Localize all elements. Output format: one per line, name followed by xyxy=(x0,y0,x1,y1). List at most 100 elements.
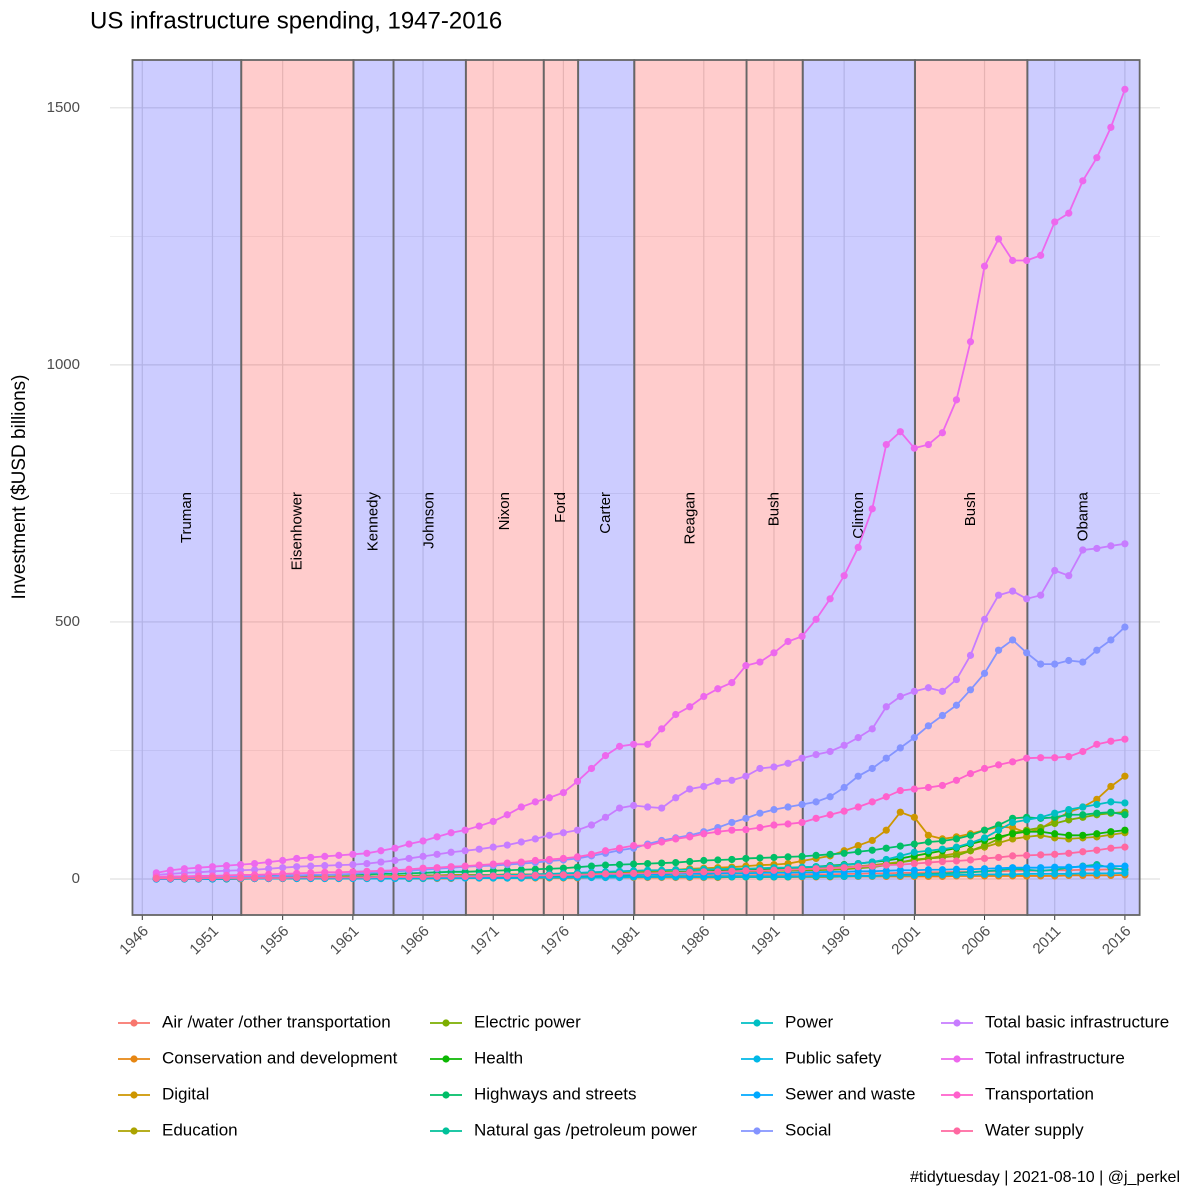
data-point xyxy=(615,804,624,812)
term-label: Obama xyxy=(1074,491,1091,541)
data-point xyxy=(461,847,469,855)
data-point xyxy=(1009,758,1017,766)
data-point xyxy=(1093,869,1101,877)
data-point xyxy=(1093,830,1101,838)
data-point xyxy=(980,262,989,270)
data-point xyxy=(1093,646,1101,654)
data-point xyxy=(531,835,539,843)
data-point xyxy=(517,838,525,846)
data-point xyxy=(700,692,708,701)
data-point xyxy=(742,814,750,822)
data-point xyxy=(882,703,890,711)
data-point xyxy=(615,861,624,869)
term-label: Johnson xyxy=(421,492,438,549)
data-point xyxy=(952,675,961,684)
data-point xyxy=(728,867,736,875)
data-point xyxy=(1051,870,1059,878)
data-point xyxy=(910,848,918,856)
data-point xyxy=(349,873,357,882)
data-point xyxy=(882,793,890,801)
data-point xyxy=(1065,806,1073,814)
data-point xyxy=(770,763,778,771)
data-point xyxy=(1037,828,1045,836)
data-point xyxy=(250,874,259,882)
data-point xyxy=(840,783,848,792)
data-point xyxy=(854,841,862,850)
data-point xyxy=(601,861,610,869)
data-point xyxy=(573,871,582,879)
data-point xyxy=(980,669,989,677)
data-point xyxy=(868,836,876,845)
series-line xyxy=(156,88,1126,874)
data-point xyxy=(798,632,806,640)
data-point xyxy=(728,855,736,864)
data-point xyxy=(1093,846,1101,854)
data-point xyxy=(363,859,371,868)
data-point xyxy=(587,862,596,870)
data-point xyxy=(1023,816,1031,824)
data-point xyxy=(1051,218,1059,226)
legend-label: Electric power xyxy=(474,1012,581,1031)
data-point xyxy=(896,744,904,752)
data-point xyxy=(1009,256,1017,265)
data-point xyxy=(587,870,596,878)
data-point xyxy=(938,429,947,437)
term-label: Eisenhower xyxy=(288,492,305,570)
data-point xyxy=(545,871,553,880)
data-point xyxy=(1009,636,1017,644)
data-point xyxy=(1121,623,1129,631)
data-point xyxy=(896,808,904,816)
data-point xyxy=(391,856,399,865)
data-point xyxy=(1037,851,1045,859)
data-point xyxy=(152,874,160,883)
data-point xyxy=(1121,735,1129,743)
data-point xyxy=(1009,864,1017,872)
data-point xyxy=(952,701,961,709)
data-point xyxy=(826,747,834,756)
data-point xyxy=(756,764,764,773)
data-point xyxy=(798,754,806,762)
data-point xyxy=(1065,870,1073,878)
data-point xyxy=(194,864,203,872)
data-point xyxy=(854,863,862,871)
data-point xyxy=(321,852,329,860)
data-point xyxy=(1121,869,1129,877)
data-point xyxy=(475,845,483,853)
y-tick-label: 0 xyxy=(72,870,80,887)
data-point xyxy=(1079,869,1087,877)
data-point xyxy=(812,798,820,806)
data-point xyxy=(938,781,947,790)
data-point xyxy=(615,742,624,750)
data-point xyxy=(896,861,904,869)
term-label: Ford xyxy=(552,492,569,523)
legend-label: Public safety xyxy=(785,1048,882,1067)
data-point xyxy=(714,685,722,693)
data-point xyxy=(1093,800,1101,809)
data-point xyxy=(742,867,750,875)
data-point xyxy=(700,830,708,838)
data-point xyxy=(1009,852,1017,860)
data-point xyxy=(938,866,947,874)
data-point xyxy=(686,703,694,711)
data-point xyxy=(1079,747,1087,756)
data-point xyxy=(236,874,245,882)
data-point xyxy=(1009,587,1017,595)
data-point xyxy=(573,777,582,785)
data-point xyxy=(1107,869,1115,877)
data-point xyxy=(910,444,918,452)
term-label: Bush xyxy=(962,492,979,526)
data-point xyxy=(952,852,961,860)
data-point xyxy=(980,826,989,834)
data-point xyxy=(545,794,553,802)
data-point xyxy=(924,871,932,879)
data-point xyxy=(1107,782,1115,791)
data-point xyxy=(405,865,413,873)
data-point xyxy=(826,864,834,872)
term-band xyxy=(392,59,467,916)
term-label: Reagan xyxy=(681,492,698,545)
data-point xyxy=(1023,870,1031,878)
data-point xyxy=(672,869,680,877)
data-point xyxy=(770,853,778,862)
data-point xyxy=(756,867,764,875)
